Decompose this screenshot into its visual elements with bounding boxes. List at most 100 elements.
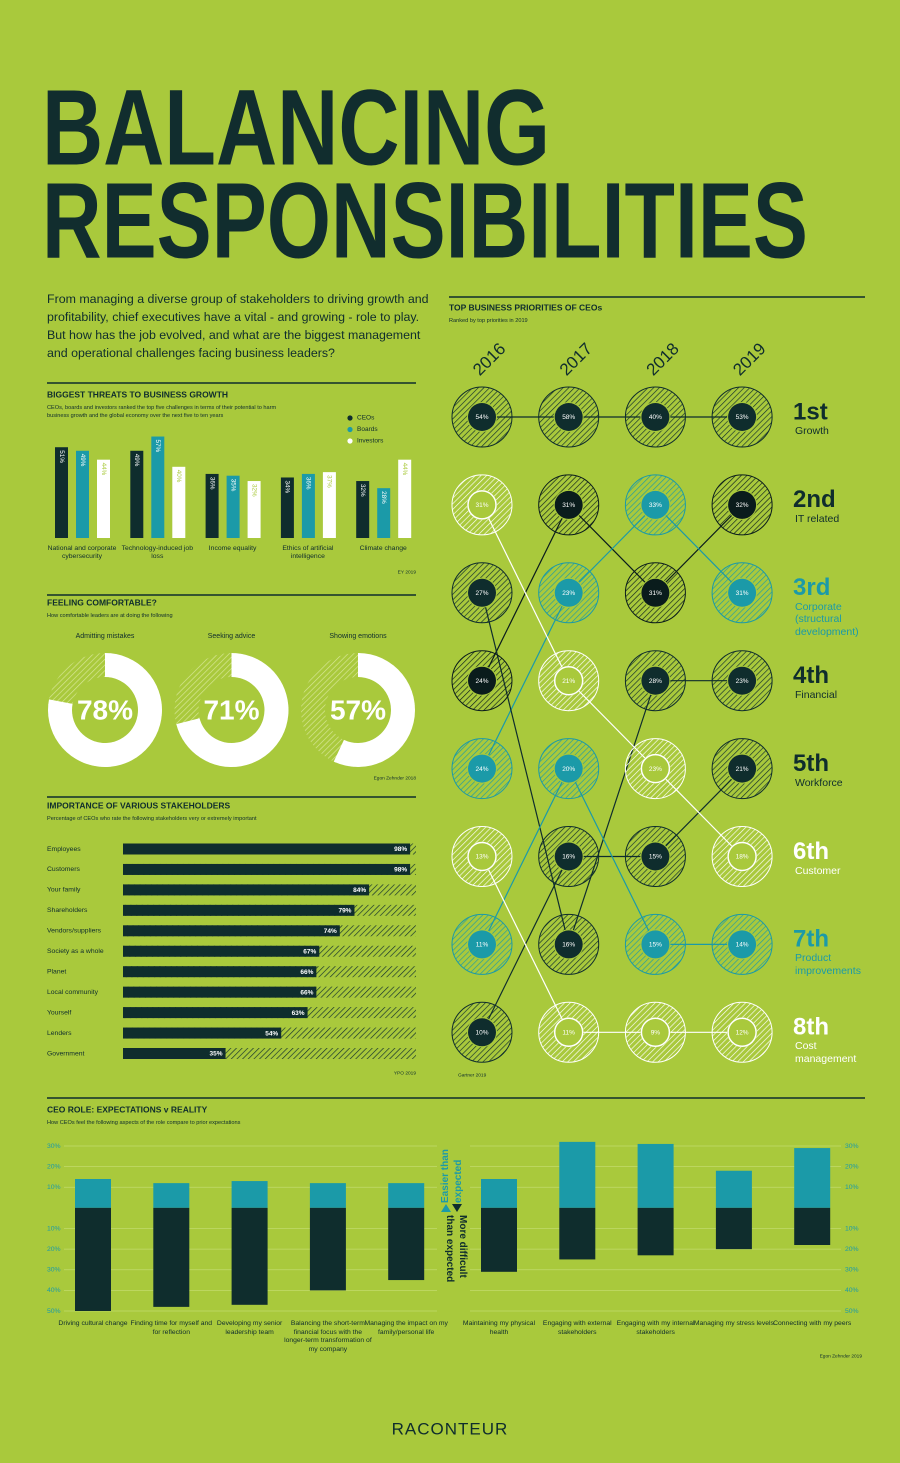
x-tick-label-box: Managing the impact on my family/persona… xyxy=(364,1320,448,1336)
section-title: BIGGEST THREATS TO BUSINESS GROWTH xyxy=(47,389,228,399)
value-label: 35% xyxy=(229,479,236,492)
rank-label: 2nd xyxy=(793,486,836,513)
value-label: 10% xyxy=(475,1030,488,1037)
bar xyxy=(123,1048,226,1059)
bar xyxy=(123,925,340,937)
section-subtitle: CEOs, boards and investors ranked the to… xyxy=(47,405,277,419)
bar xyxy=(55,447,68,538)
legend-swatch xyxy=(347,438,353,444)
value-label: 27% xyxy=(475,590,488,597)
y-tick-label: Customers xyxy=(47,866,80,873)
bar xyxy=(377,488,391,538)
bar xyxy=(205,473,219,538)
value-dot xyxy=(641,666,670,695)
bar xyxy=(309,1207,346,1291)
x-tick-label-box: Maintaining my physical health xyxy=(463,1320,535,1336)
bar xyxy=(130,450,144,538)
rank-label: 4th xyxy=(793,662,829,689)
y-tick-label: 30% xyxy=(47,1143,61,1150)
rank-circle-bg xyxy=(553,1017,584,1048)
section-subtitle: Percentage of CEOs who rate the followin… xyxy=(47,816,257,822)
source: EY 2019 xyxy=(398,569,417,575)
section-subtitle: Ranked by top priorities in 2019 xyxy=(449,318,528,324)
value-label: 15% xyxy=(649,942,662,949)
value-dot xyxy=(554,403,583,431)
x-tick-label-box: Climate change xyxy=(360,545,407,552)
value-dot xyxy=(554,842,583,871)
value-label: 34% xyxy=(284,480,291,493)
value-label: 32% xyxy=(736,502,749,509)
y-tick-label: 20% xyxy=(845,1246,859,1253)
legend-label: IT related xyxy=(795,512,840,525)
bar xyxy=(151,436,165,538)
y-tick-label: 20% xyxy=(47,1246,61,1253)
x-tick-label-box: Technology-induced job loss xyxy=(122,545,193,560)
value-dot xyxy=(641,578,670,607)
value-label: 63% xyxy=(292,1010,305,1017)
value-label: 40% xyxy=(175,470,182,483)
y-tick-label: Local community xyxy=(47,989,99,996)
legend-label: Investors xyxy=(357,438,384,445)
rank-circle-bg xyxy=(727,1017,758,1048)
value-dot xyxy=(728,930,757,959)
section-subtitle-box: CEOs, boards and investors ranked the to… xyxy=(47,405,277,419)
value-dot xyxy=(554,578,583,607)
value-label: 98% xyxy=(394,867,407,874)
section-subtitle-box: Percentage of CEOs who rate the followin… xyxy=(47,816,257,822)
rank-circle-bg xyxy=(467,489,497,520)
value-dot xyxy=(467,841,497,872)
value-dot xyxy=(468,666,496,695)
value-dot xyxy=(467,490,497,520)
legend-label: Customer xyxy=(795,864,841,877)
value-label: 31% xyxy=(475,502,488,509)
bar xyxy=(715,1170,752,1208)
value-dot xyxy=(468,930,496,959)
legend-label: Product improvements xyxy=(795,952,861,977)
donut-value: 78% xyxy=(77,694,133,725)
value-dot xyxy=(553,1017,584,1048)
intro: From managing a diverse group of stakeho… xyxy=(47,292,429,360)
section-subtitle-box: How comfortable leaders are at doing the… xyxy=(47,613,173,619)
legend-label-box: Easier than expected xyxy=(440,1149,464,1203)
value-label: 66% xyxy=(300,969,313,976)
rank-circle-bg xyxy=(553,665,584,696)
value-dot xyxy=(728,666,757,695)
rank-line xyxy=(481,592,743,947)
section-title: CEO ROLE: EXPECTATIONS v REALITY xyxy=(47,1104,208,1114)
y-tick-label: Employees xyxy=(47,846,81,853)
value-dot xyxy=(553,665,584,696)
value-label: 54% xyxy=(475,414,488,421)
section-subtitle: How CEOs feel the following aspects of t… xyxy=(47,1120,241,1126)
bar xyxy=(123,966,317,978)
value-label: 32% xyxy=(250,484,257,497)
y-tick-label: 50% xyxy=(845,1308,859,1315)
x-tick-label: Developing my senior leadership team xyxy=(216,1320,283,1336)
bar xyxy=(231,1181,268,1208)
legend-label: Boards xyxy=(357,426,378,433)
section-title: TOP BUSINESS PRIORITIES OF CEOs xyxy=(449,302,602,312)
x-tick-label: Connecting with my peers xyxy=(773,1320,852,1327)
value-dot xyxy=(640,753,671,784)
y-tick-label: 20% xyxy=(47,1163,61,1170)
rank-label: 1st xyxy=(793,398,828,425)
donut-arc xyxy=(48,653,163,767)
bar xyxy=(280,477,294,538)
donut-label: Seeking advice xyxy=(208,633,256,640)
legend-label: Corporate (structural development) xyxy=(795,600,859,638)
value-dot xyxy=(727,841,757,872)
value-dot xyxy=(554,930,583,959)
value-label: 67% xyxy=(303,948,316,955)
value-label: 31% xyxy=(736,590,749,597)
section-subtitle: How comfortable leaders are at doing the… xyxy=(47,613,173,619)
rank-label: 6th xyxy=(793,838,829,865)
rank-label: 8th xyxy=(793,1014,829,1041)
value-label: 18% xyxy=(736,854,749,861)
bar xyxy=(123,884,370,896)
value-dot xyxy=(468,1018,496,1047)
y-tick-label: Society as a whole xyxy=(47,948,104,955)
x-tick-label: Ethics of artificial intelligence xyxy=(282,545,334,561)
bar xyxy=(794,1207,831,1245)
value-dot xyxy=(728,490,757,519)
value-label: 16% xyxy=(562,854,575,861)
donut-value: 71% xyxy=(203,694,259,725)
